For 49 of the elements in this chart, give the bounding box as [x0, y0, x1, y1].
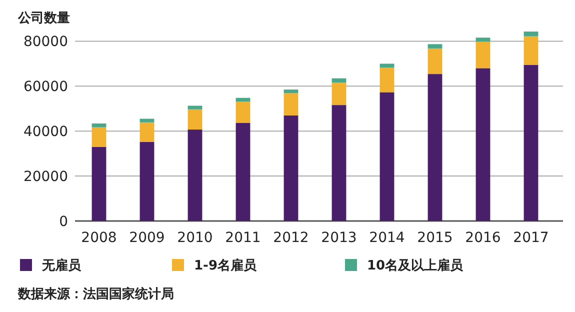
legend-label: 无雇员 [41, 258, 82, 274]
x-tick-label: 2017 [513, 230, 549, 246]
x-tick-label: 2016 [465, 230, 501, 246]
legend-label: 10名及以上雇员 [367, 258, 464, 274]
bar [188, 109, 202, 130]
bar [236, 122, 250, 221]
legend-label: 1-9名雇员 [194, 258, 258, 274]
bar [428, 48, 442, 74]
bar [380, 92, 394, 221]
bar [332, 105, 346, 221]
bar [140, 118, 154, 122]
x-tick-label: 2012 [273, 230, 309, 246]
bar [284, 93, 298, 116]
bar [332, 82, 346, 106]
bar [380, 68, 394, 92]
bar [428, 44, 442, 48]
x-tick-label: 2009 [129, 230, 165, 246]
bar [476, 38, 490, 42]
y-tick-label: 40000 [23, 124, 68, 140]
bar [92, 123, 106, 128]
bar [332, 78, 346, 83]
x-tick-label: 2014 [369, 230, 405, 246]
bar [92, 146, 106, 221]
bar [428, 74, 442, 221]
bar [380, 64, 394, 68]
bar [524, 32, 538, 36]
y-tick-label: 80000 [23, 34, 68, 50]
x-tick-label: 2008 [81, 230, 117, 246]
x-tick-label: 2010 [177, 230, 213, 246]
y-axis-title: 公司数量 [17, 11, 70, 26]
y-tick-label: 60000 [23, 79, 68, 96]
bar [284, 115, 298, 221]
source-note: 数据来源：法国国家统计局 [17, 286, 174, 302]
y-tick-label: 20000 [23, 168, 68, 185]
bar [284, 90, 298, 94]
x-tick-label: 2015 [417, 230, 453, 246]
x-tick-label: 2011 [225, 230, 261, 246]
bar [524, 64, 538, 221]
bar [140, 142, 154, 221]
bar [236, 102, 250, 123]
bar [476, 42, 490, 68]
bar [92, 127, 106, 147]
bar [188, 106, 202, 110]
bar [188, 130, 202, 221]
bar [140, 122, 154, 142]
bar [476, 68, 490, 221]
x-tick-label: 2013 [321, 230, 357, 246]
bar [524, 36, 538, 65]
y-tick-label: 0 [59, 214, 68, 230]
